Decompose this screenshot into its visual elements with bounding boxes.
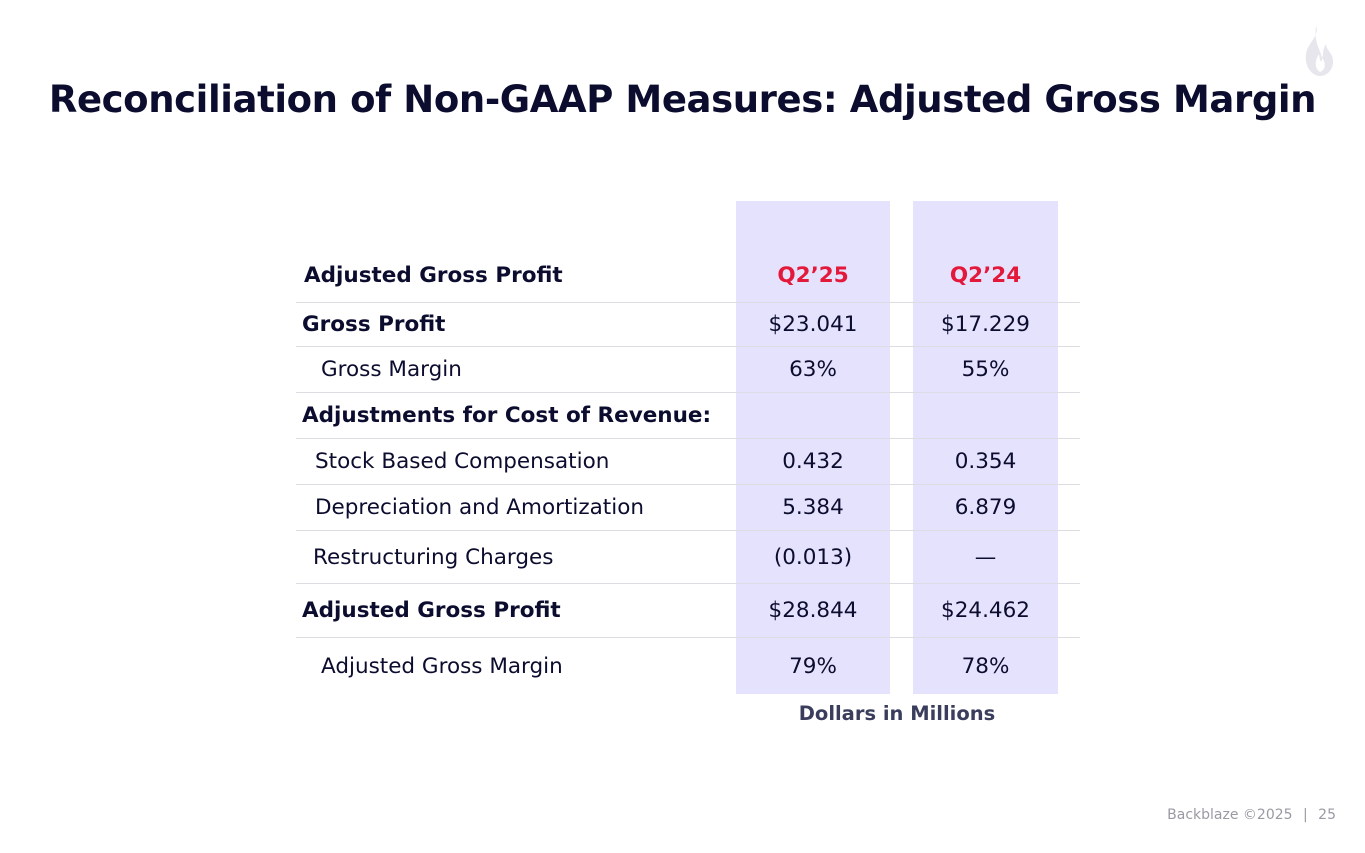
row-value-q2-24: 78%	[961, 653, 1010, 679]
table-row: Gross Profit $23.041 $17.229	[296, 303, 1080, 347]
row-label: Adjusted Gross Margin	[321, 653, 563, 679]
row-value-q2-24: 6.879	[954, 495, 1017, 520]
row-label: Gross Profit	[302, 312, 446, 337]
table-row: Gross Margin 63% 55%	[296, 347, 1080, 393]
header-q2-24: Q2’24	[949, 262, 1022, 288]
row-value-q2-25: (0.013)	[773, 544, 853, 570]
table-row: Depreciation and Amortization 5.384 6.87…	[296, 485, 1080, 531]
row-value-q2-25: 79%	[789, 653, 837, 679]
footer-separator: |	[1303, 807, 1308, 823]
row-label: Stock Based Compensation	[315, 449, 610, 474]
row-label: Adjusted Gross Profit	[302, 598, 561, 623]
row-value-q2-24: 0.354	[954, 449, 1017, 474]
footer: Backblaze ©2025 | 25	[1167, 807, 1336, 823]
row-value-q2-25: 5.384	[782, 495, 844, 520]
table-row-total: Adjusted Gross Profit $28.844 $24.462	[296, 584, 1080, 638]
table-header-row: Adjusted Gross Profit Q2’25 Q2’24	[296, 248, 1080, 303]
row-label: Adjustments for Cost of Revenue:	[302, 403, 712, 428]
row-value-q2-24: 55%	[961, 357, 1010, 382]
page-number: 25	[1318, 807, 1336, 823]
header-label: Adjusted Gross Profit	[304, 262, 563, 288]
flame-logo-icon	[1305, 26, 1334, 76]
column-highlight-q2-25	[736, 201, 890, 694]
row-label: Gross Margin	[321, 357, 462, 382]
row-label: Restructuring Charges	[313, 544, 554, 570]
units-note: Dollars in Millions	[798, 702, 996, 725]
row-value-q2-25: 63%	[789, 357, 837, 382]
table-row: Stock Based Compensation 0.432 0.354	[296, 439, 1080, 485]
table-row: Restructuring Charges (0.013) —	[296, 531, 1080, 584]
table-row: Adjusted Gross Margin 79% 78%	[296, 638, 1080, 694]
row-value-q2-24: $24.462	[941, 598, 1030, 623]
row-value-q2-25: $28.844	[768, 598, 858, 623]
row-value-q2-24	[913, 393, 1058, 438]
row-value-q2-24: $17.229	[941, 312, 1030, 337]
row-value-q2-24: —	[974, 544, 997, 570]
row-label: Depreciation and Amortization	[315, 495, 644, 520]
column-highlight-q2-24	[913, 201, 1058, 694]
table-row-section-heading: Adjustments for Cost of Revenue:	[296, 393, 1080, 439]
footer-company: Backblaze ©2025	[1167, 807, 1293, 823]
row-value-q2-25	[736, 393, 890, 438]
header-q2-25: Q2’25	[777, 262, 849, 288]
page-title: Reconciliation of Non-GAAP Measures: Adj…	[48, 78, 1317, 121]
row-value-q2-25: 0.432	[782, 449, 844, 474]
row-value-q2-25: $23.041	[768, 312, 858, 337]
